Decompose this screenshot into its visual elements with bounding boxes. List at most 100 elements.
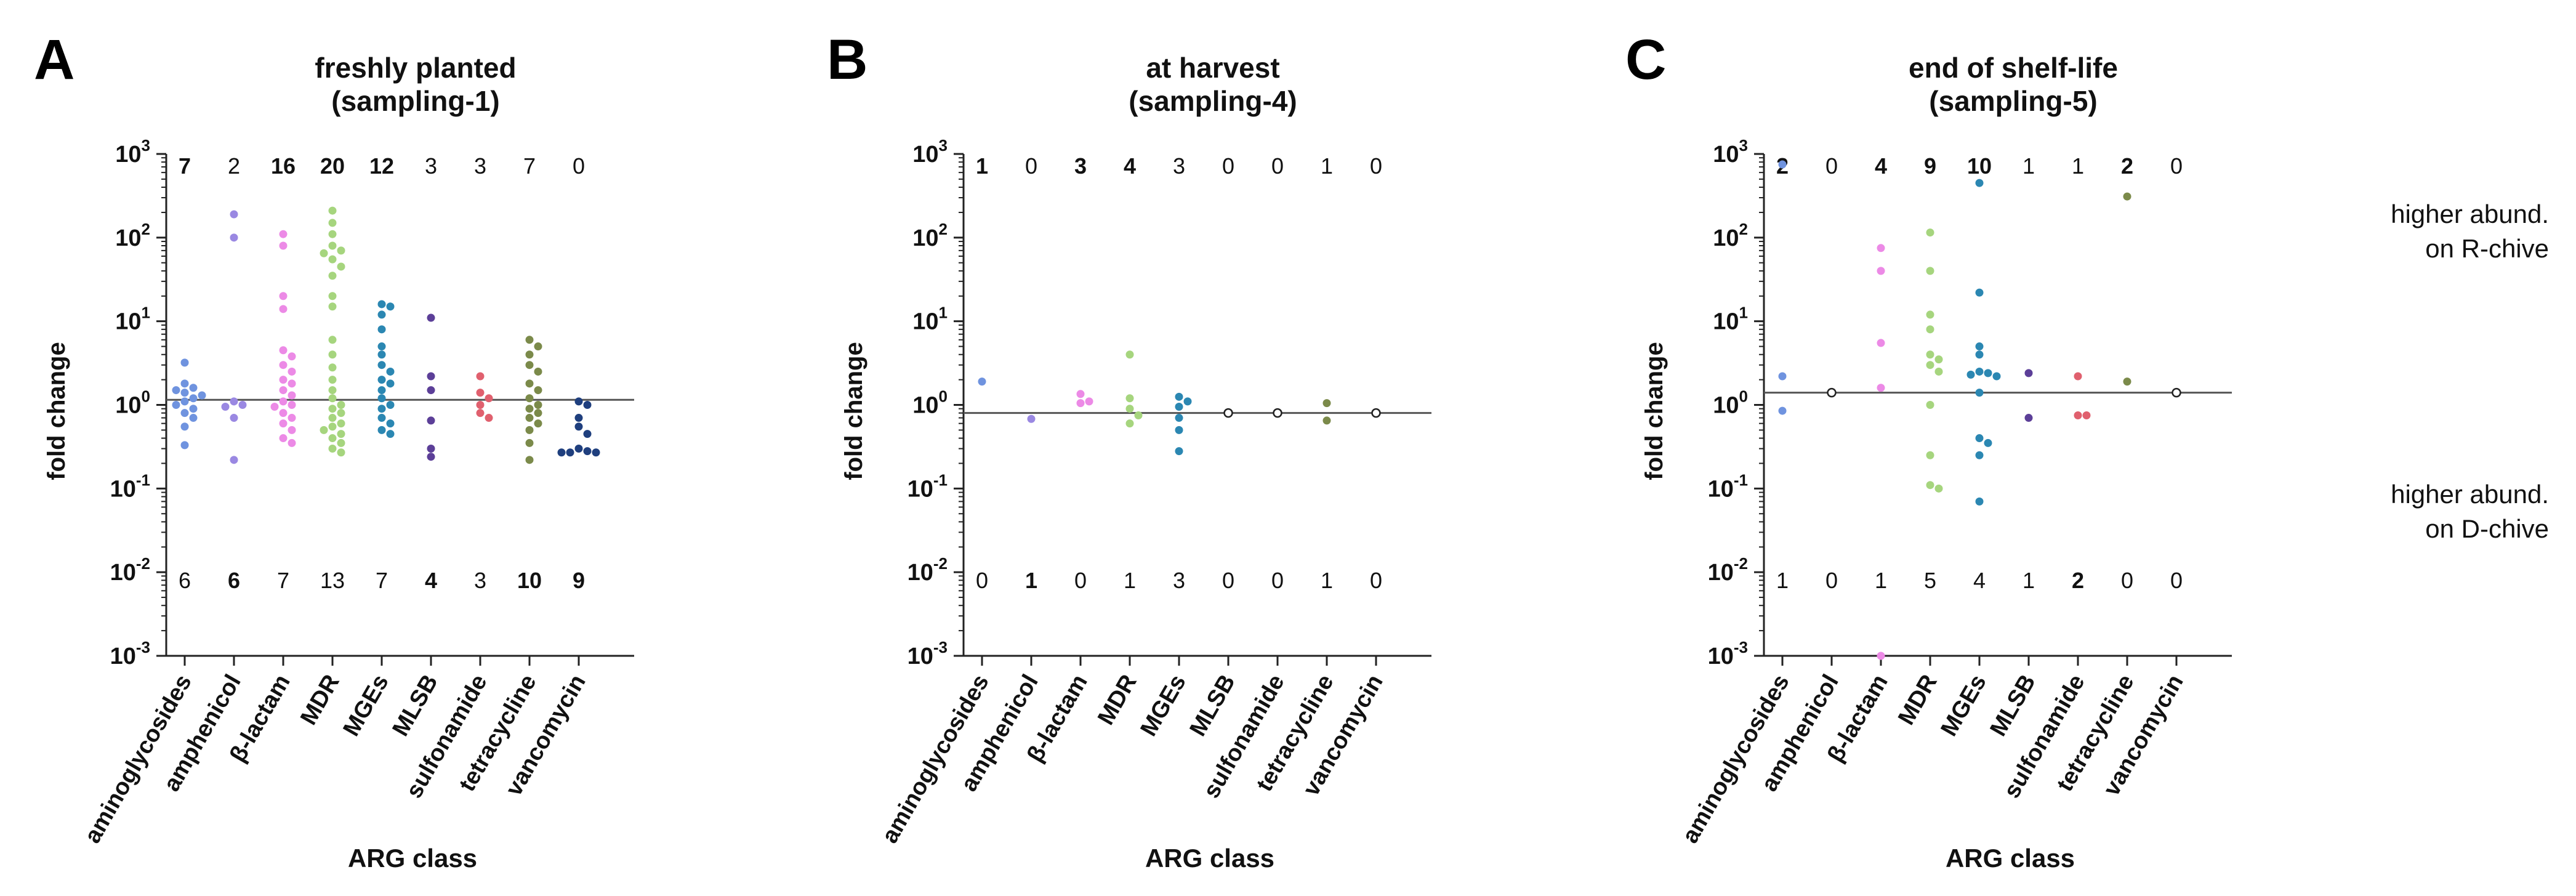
data-point (288, 414, 296, 422)
panel-letter: B (827, 28, 867, 91)
count-up-label: 7 (523, 153, 536, 179)
y-tick-label: 101 (1713, 304, 1748, 335)
data-point (328, 255, 337, 264)
data-point (1076, 399, 1085, 408)
data-point (427, 416, 435, 425)
data-point (1975, 434, 1984, 443)
data-point (279, 241, 288, 250)
y-tick-label: 100 (115, 387, 150, 419)
chart-title: freshly planted (315, 52, 516, 84)
y-tick-label: 10-2 (908, 554, 948, 586)
count-down-label: 1 (1124, 568, 1136, 593)
data-point (172, 386, 180, 395)
data-point (1076, 390, 1085, 398)
data-point (1778, 160, 1787, 169)
count-up-label: 0 (1271, 153, 1284, 179)
data-point (427, 445, 435, 453)
count-up-label: 1 (1321, 153, 1333, 179)
data-point (386, 401, 395, 409)
data-point (534, 409, 542, 418)
count-down-label: 4 (1973, 568, 1986, 593)
count-down-label: 7 (376, 568, 388, 593)
data-point (328, 376, 337, 384)
data-point (1175, 447, 1183, 456)
count-up-label: 1 (2072, 153, 2084, 179)
data-point (328, 206, 337, 215)
data-point (525, 426, 534, 434)
data-point (2123, 192, 2131, 201)
data-point (320, 249, 328, 257)
count-down-label: 3 (474, 568, 486, 593)
data-point (476, 389, 485, 397)
data-point (328, 230, 337, 238)
y-tick-label: 103 (912, 136, 948, 167)
y-tick-label: 10-2 (110, 554, 150, 586)
data-point (583, 430, 592, 438)
data-point (328, 386, 337, 395)
data-point (337, 438, 345, 447)
data-point (525, 361, 534, 369)
data-point (180, 441, 189, 450)
data-point (1975, 451, 1984, 459)
data-point (1125, 405, 1134, 413)
data-point (288, 391, 296, 400)
count-down-label: 13 (320, 568, 345, 593)
data-point (1966, 370, 1975, 379)
data-point (1085, 397, 1093, 406)
data-point (377, 414, 386, 422)
data-point (337, 246, 345, 255)
data-point (1877, 244, 1885, 252)
data-point (1134, 411, 1143, 419)
data-point (1371, 408, 1381, 418)
y-tick-label: 103 (1713, 136, 1748, 167)
data-point (534, 367, 542, 376)
data-point (1926, 310, 1934, 319)
data-point (377, 350, 386, 359)
data-point (1984, 369, 1992, 377)
data-point (1926, 481, 1934, 490)
data-point (1975, 350, 1984, 359)
data-point (525, 456, 534, 464)
data-point (320, 426, 328, 434)
count-down-label: 1 (1321, 568, 1333, 593)
data-point (1975, 288, 1984, 297)
data-point (386, 379, 395, 388)
data-point (270, 403, 279, 411)
count-down-label: 0 (1825, 568, 1838, 593)
data-point (427, 453, 435, 461)
data-point (525, 394, 534, 403)
data-point (574, 397, 583, 406)
data-point (476, 401, 485, 409)
y-axis-label: fold change (43, 342, 70, 480)
data-point (1183, 397, 1192, 406)
data-point (476, 409, 485, 418)
data-point (1984, 438, 1992, 447)
data-point (574, 414, 583, 422)
count-up-label: 20 (320, 153, 345, 179)
note-r-chive-line1: higher abund. (2391, 200, 2549, 228)
data-point (485, 414, 493, 422)
data-point (279, 386, 288, 395)
data-point (238, 401, 247, 409)
y-tick-label: 102 (115, 220, 150, 251)
data-point (525, 438, 534, 447)
data-point (574, 445, 583, 453)
data-point (337, 409, 345, 418)
count-down-label: 7 (277, 568, 289, 593)
y-tick-label: 10-3 (110, 638, 150, 669)
data-point (386, 430, 395, 438)
count-up-label: 0 (1222, 153, 1234, 179)
data-point (230, 397, 238, 406)
data-point (583, 401, 592, 409)
data-point (230, 414, 238, 422)
data-point (189, 394, 198, 403)
count-down-label: 4 (425, 568, 437, 593)
data-point (1975, 179, 1984, 187)
data-point (574, 422, 583, 431)
data-point (1175, 392, 1183, 401)
count-up-label: 10 (1967, 153, 1992, 179)
data-point (279, 419, 288, 428)
y-tick-label: 10-2 (1708, 554, 1748, 586)
data-point (198, 391, 206, 400)
